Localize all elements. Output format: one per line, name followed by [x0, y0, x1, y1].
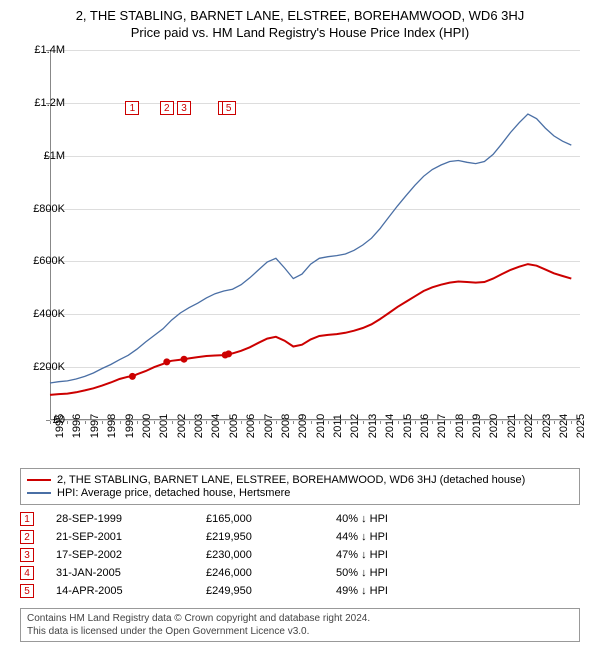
x-axis-label: 2024: [558, 414, 570, 438]
sales-table: 1 28-SEP-1999£165,00040% ↓ HPI 2 21-SEP-200…: [20, 510, 580, 600]
sales-num-box: 2: [20, 530, 34, 544]
x-axis-label: 2025: [575, 414, 587, 438]
x-axis-label: 2007: [263, 414, 275, 438]
legend-row-hpi: HPI: Average price, detached house, Hert…: [27, 487, 573, 499]
sales-date: 21-SEP-2001: [56, 531, 206, 543]
x-axis-label: 2023: [541, 414, 553, 438]
series-line-property: [50, 264, 571, 395]
x-axis-label: 2015: [402, 414, 414, 438]
title-block: 2, THE STABLING, BARNET LANE, ELSTREE, B…: [0, 0, 600, 44]
chart-area: 12345: [50, 50, 580, 420]
legend-box: 2, THE STABLING, BARNET LANE, ELSTREE, B…: [20, 468, 580, 505]
x-axis-label: 2011: [332, 414, 344, 438]
series-line-hpi: [50, 114, 571, 383]
x-axis-label: 2013: [367, 414, 379, 438]
sale-marker-5: 5: [222, 101, 236, 115]
sale-point-dot: [163, 358, 170, 365]
x-axis-label: 2006: [245, 414, 257, 438]
legend-swatch-property: [27, 479, 51, 481]
sale-marker-1: 1: [125, 101, 139, 115]
sales-row: 2 21-SEP-2001£219,95044% ↓ HPI: [20, 528, 580, 546]
y-axis-label: £1M: [44, 150, 65, 162]
sales-date: 31-JAN-2005: [56, 567, 206, 579]
title-line-2: Price paid vs. HM Land Registry's House …: [10, 25, 590, 40]
x-axis-label: 2002: [176, 414, 188, 438]
x-axis-label: 2016: [419, 414, 431, 438]
y-axis-label: £1.2M: [34, 97, 65, 109]
sale-point-dot: [129, 373, 136, 380]
sales-price: £230,000: [206, 549, 336, 561]
sale-marker-3: 3: [177, 101, 191, 115]
x-axis-label: 2008: [280, 414, 292, 438]
footer-box: Contains HM Land Registry data © Crown c…: [20, 608, 580, 642]
sales-date: 28-SEP-1999: [56, 513, 206, 525]
legend-label-property: 2, THE STABLING, BARNET LANE, ELSTREE, B…: [57, 474, 525, 486]
sales-delta: 40% ↓ HPI: [336, 513, 446, 525]
footer-line-2: This data is licensed under the Open Gov…: [27, 625, 573, 638]
y-axis-label: £600K: [33, 255, 65, 267]
sales-num-box: 4: [20, 566, 34, 580]
sales-price: £249,950: [206, 585, 336, 597]
x-axis-label: 2019: [471, 414, 483, 438]
x-axis-label: 2022: [523, 414, 535, 438]
x-axis-label: 2020: [488, 414, 500, 438]
x-axis-label: 2003: [193, 414, 205, 438]
x-axis-label: 2009: [297, 414, 309, 438]
x-axis-label: 1998: [106, 414, 118, 438]
title-line-1: 2, THE STABLING, BARNET LANE, ELSTREE, B…: [10, 8, 590, 23]
x-axis-label: 2010: [315, 414, 327, 438]
legend-label-hpi: HPI: Average price, detached house, Hert…: [57, 487, 290, 499]
legend-row-property: 2, THE STABLING, BARNET LANE, ELSTREE, B…: [27, 474, 573, 486]
y-axis-label: £200K: [33, 361, 65, 373]
sale-point-dot: [181, 356, 188, 363]
x-axis-label: 1996: [71, 414, 83, 438]
sales-delta: 44% ↓ HPI: [336, 531, 446, 543]
x-axis-label: 1997: [89, 414, 101, 438]
y-axis-label: £1.4M: [34, 44, 65, 56]
sales-row: 5 14-APR-2005£249,95049% ↓ HPI: [20, 582, 580, 600]
x-axis-label: 2005: [228, 414, 240, 438]
x-axis-label: 2012: [349, 414, 361, 438]
sales-row: 1 28-SEP-1999£165,00040% ↓ HPI: [20, 510, 580, 528]
x-axis-label: 2018: [454, 414, 466, 438]
sales-date: 14-APR-2005: [56, 585, 206, 597]
sales-price: £246,000: [206, 567, 336, 579]
sales-num-box: 1: [20, 512, 34, 526]
chart-container: 2, THE STABLING, BARNET LANE, ELSTREE, B…: [0, 0, 600, 650]
x-axis-label: 1999: [124, 414, 136, 438]
sale-marker-2: 2: [160, 101, 174, 115]
x-axis-label: 2000: [141, 414, 153, 438]
sales-price: £219,950: [206, 531, 336, 543]
sales-date: 17-SEP-2002: [56, 549, 206, 561]
legend-swatch-hpi: [27, 492, 51, 494]
sales-row: 3 17-SEP-2002£230,00047% ↓ HPI: [20, 546, 580, 564]
sales-num-box: 3: [20, 548, 34, 562]
footer-line-1: Contains HM Land Registry data © Crown c…: [27, 612, 573, 625]
x-axis-label: 2001: [158, 414, 170, 438]
x-axis-label: 2004: [210, 414, 222, 438]
sales-price: £165,000: [206, 513, 336, 525]
x-axis-label: 1995: [54, 414, 66, 438]
sale-point-dot: [225, 350, 232, 357]
y-axis-label: £800K: [33, 203, 65, 215]
sales-row: 4 31-JAN-2005£246,00050% ↓ HPI: [20, 564, 580, 582]
sales-num-box: 5: [20, 584, 34, 598]
x-axis-label: 2017: [436, 414, 448, 438]
y-axis-label: £400K: [33, 308, 65, 320]
x-axis-label: 2014: [384, 414, 396, 438]
sales-delta: 49% ↓ HPI: [336, 585, 446, 597]
sales-delta: 47% ↓ HPI: [336, 549, 446, 561]
x-axis-label: 2021: [506, 414, 518, 438]
sales-delta: 50% ↓ HPI: [336, 567, 446, 579]
